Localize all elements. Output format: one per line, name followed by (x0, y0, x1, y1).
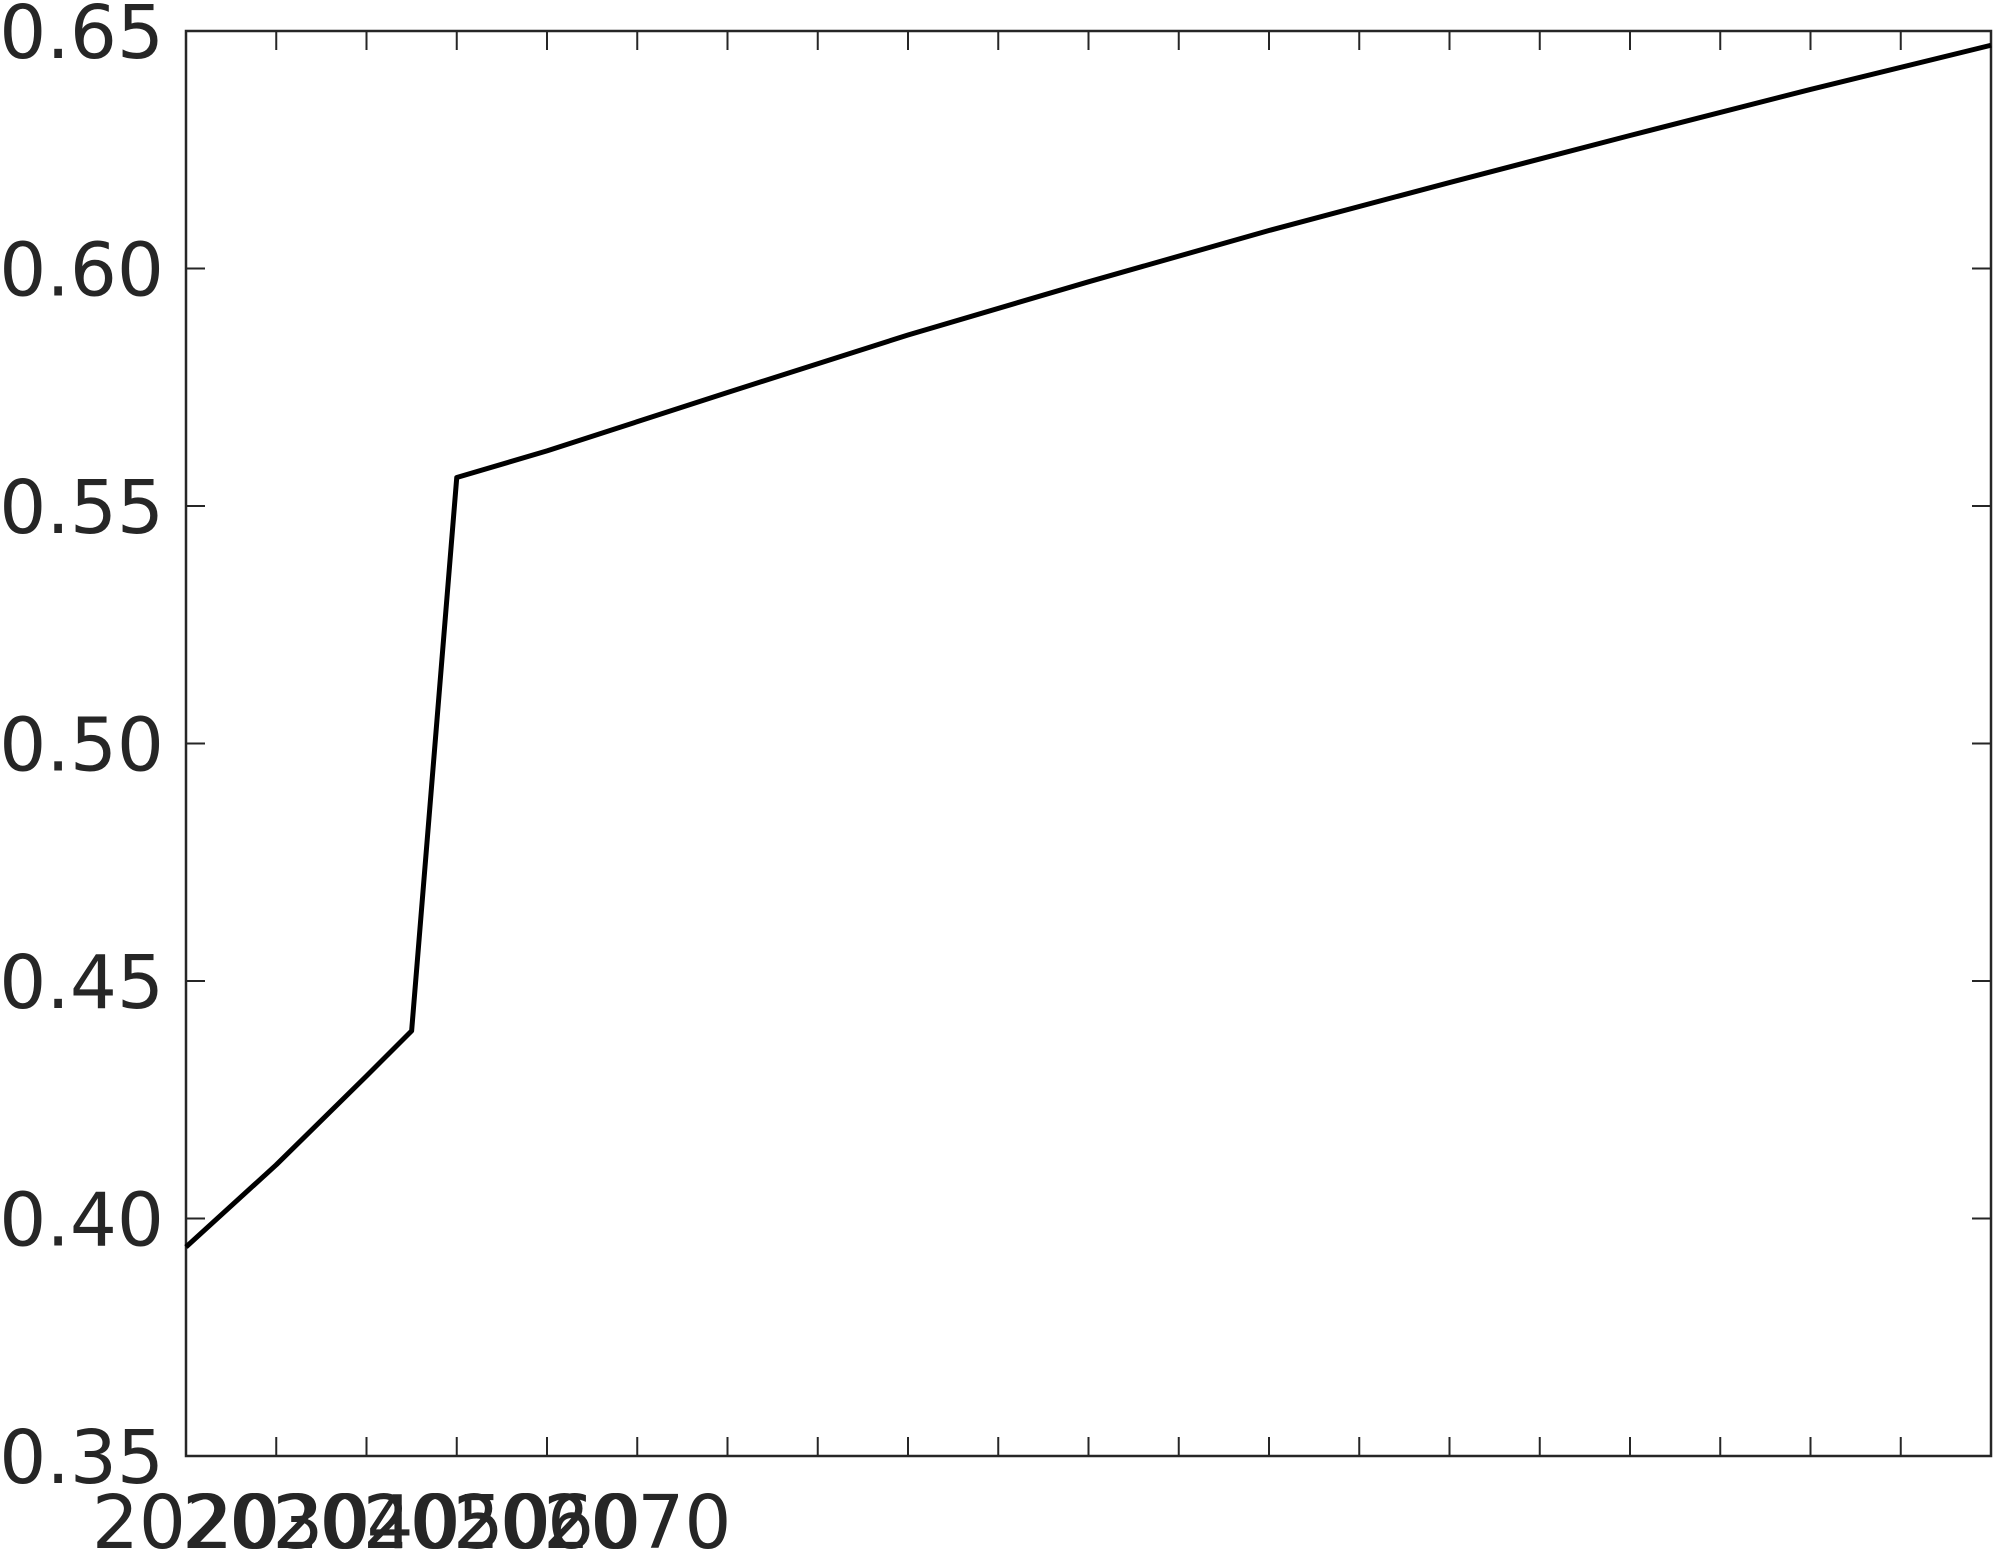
x-tick-label: 2030 (182, 1480, 370, 1554)
x-tick-label: 2020 (92, 1480, 280, 1554)
plot-frame (184, 29, 1993, 1458)
x-tick-label: 2070 (543, 1480, 731, 1554)
y-tick-label: 0.45 (0, 940, 164, 1026)
y-tick-label: 0.55 (0, 465, 164, 551)
x-tick-label: 2040 (272, 1480, 460, 1554)
y-tick-label: 0.50 (0, 703, 164, 789)
y-tick-label: 0.35 (0, 1415, 164, 1501)
x-tick-label: 2050 (363, 1480, 551, 1554)
x-tick-label: 2060 (453, 1480, 641, 1554)
y-tick-label: 0.60 (0, 228, 164, 314)
y-tick-label: 0.65 (0, 0, 164, 76)
y-tick-label: 0.40 (0, 1178, 164, 1264)
line-series (184, 42, 1992, 1249)
